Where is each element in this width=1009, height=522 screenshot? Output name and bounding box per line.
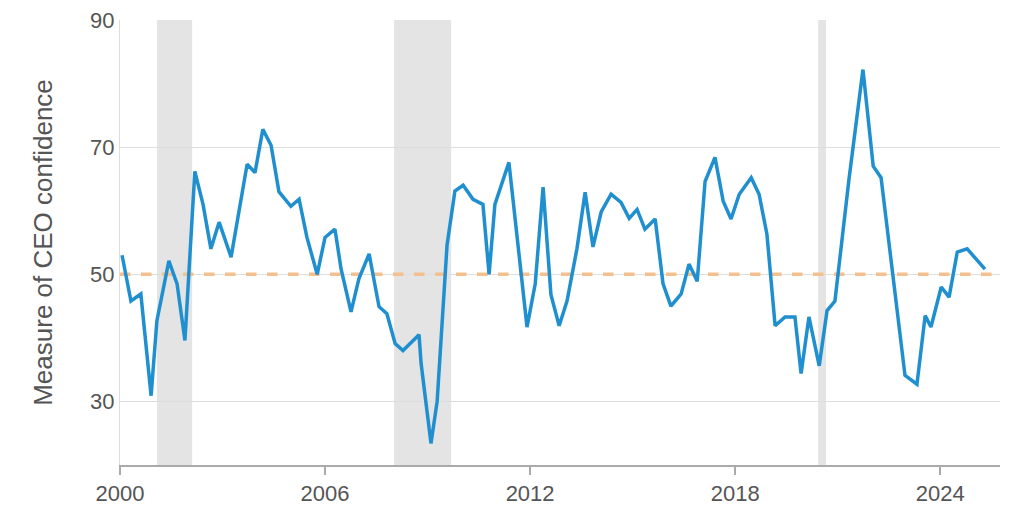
svg-text:2006: 2006 — [301, 481, 350, 506]
svg-text:2024: 2024 — [916, 481, 965, 506]
svg-text:2000: 2000 — [96, 481, 145, 506]
svg-text:2018: 2018 — [711, 481, 760, 506]
svg-text:2012: 2012 — [506, 481, 555, 506]
svg-text:70: 70 — [90, 135, 114, 160]
svg-text:90: 90 — [90, 8, 114, 33]
svg-text:Measure of CEO confidence: Measure of CEO confidence — [28, 79, 58, 406]
svg-text:30: 30 — [90, 389, 114, 414]
svg-text:50: 50 — [90, 262, 114, 287]
